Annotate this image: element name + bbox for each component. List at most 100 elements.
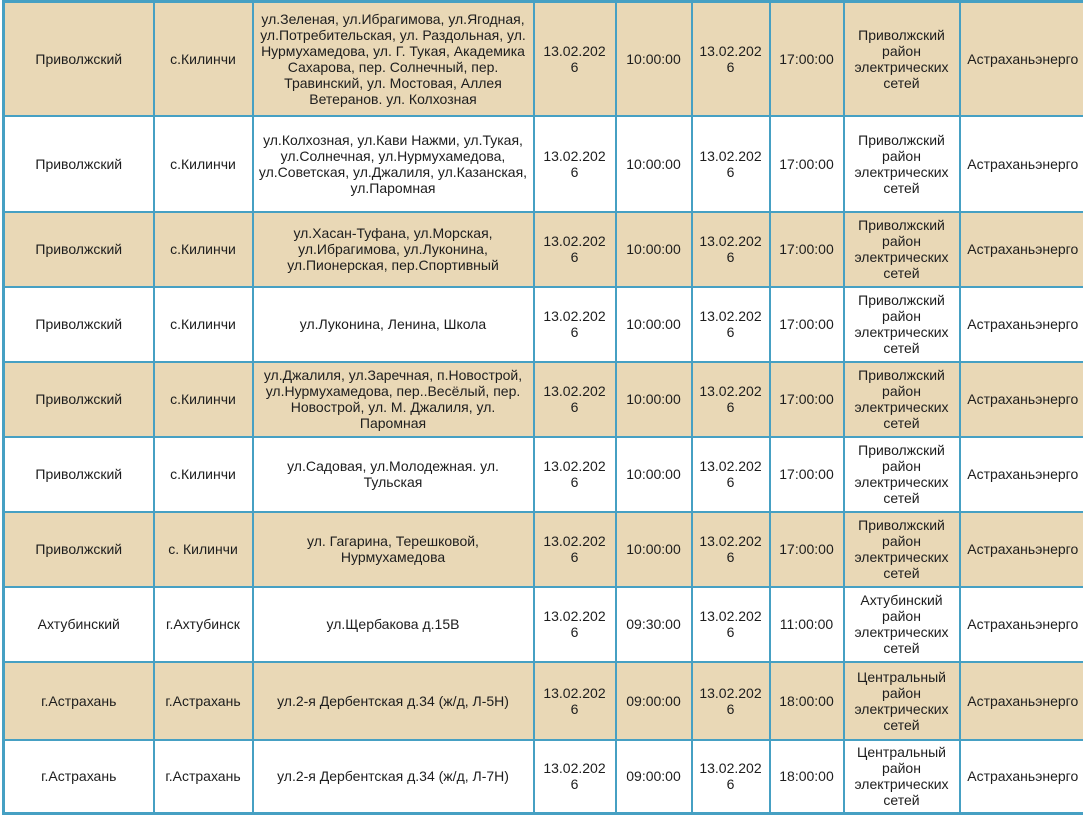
cell-district: Приволжский: [4, 116, 154, 212]
cell-start-date: 13.02.2026: [534, 587, 616, 662]
cell-company: Астраханьэнерго: [960, 512, 1083, 587]
cell-network-area: Приволжский район электрических сетей: [844, 212, 960, 287]
cell-start-date: 13.02.2026: [534, 2, 616, 116]
cell-streets: ул.Щербакова д.15В: [253, 587, 534, 662]
cell-end-date: 13.02.2026: [692, 212, 770, 287]
cell-streets: ул.Зеленая, ул.Ибрагимова, ул.Ягодная, у…: [253, 2, 534, 116]
cell-district: Ахтубинский: [4, 587, 154, 662]
cell-start-date: 13.02.2026: [534, 212, 616, 287]
cell-end-date: 13.02.2026: [692, 512, 770, 587]
cell-company: Астраханьэнерго: [960, 662, 1083, 740]
cell-district: Приволжский: [4, 362, 154, 437]
cell-end-date: 13.02.2026: [692, 740, 770, 814]
cell-start-time: 09:00:00: [616, 740, 692, 814]
cell-district: Приволжский: [4, 2, 154, 116]
cell-streets: ул. Гагарина, Терешковой, Нурмухамедова: [253, 512, 534, 587]
cell-company: Астраханьэнерго: [960, 2, 1083, 116]
cell-network-area: Приволжский район электрических сетей: [844, 512, 960, 587]
cell-district: г.Астрахань: [4, 662, 154, 740]
cell-streets: ул.Луконина, Ленина, Школа: [253, 287, 534, 362]
cell-end-time: 17:00:00: [770, 437, 844, 512]
cell-end-date: 13.02.2026: [692, 116, 770, 212]
cell-start-date: 13.02.2026: [534, 437, 616, 512]
cell-streets: ул.Садовая, ул.Молодежная. ул. Тульская: [253, 437, 534, 512]
cell-end-time: 17:00:00: [770, 212, 844, 287]
cell-district: Приволжский: [4, 212, 154, 287]
cell-start-date: 13.02.2026: [534, 362, 616, 437]
cell-settlement: с.Килинчи: [154, 362, 253, 437]
cell-start-time: 09:30:00: [616, 587, 692, 662]
cell-end-date: 13.02.2026: [692, 662, 770, 740]
cell-network-area: Ахтубинский район электрических сетей: [844, 587, 960, 662]
cell-settlement: с.Килинчи: [154, 116, 253, 212]
cell-end-date: 13.02.2026: [692, 2, 770, 116]
cell-streets: ул.2-я Дербентская д.34 (ж/д, Л-5Н): [253, 662, 534, 740]
cell-end-date: 13.02.2026: [692, 587, 770, 662]
cell-company: Астраханьэнерго: [960, 287, 1083, 362]
cell-start-time: 09:00:00: [616, 662, 692, 740]
cell-settlement: с.Килинчи: [154, 437, 253, 512]
cell-network-area: Приволжский район электрических сетей: [844, 362, 960, 437]
cell-district: Приволжский: [4, 512, 154, 587]
cell-end-time: 17:00:00: [770, 2, 844, 116]
cell-settlement: г.Ахтубинск: [154, 587, 253, 662]
cell-start-time: 10:00:00: [616, 116, 692, 212]
cell-start-date: 13.02.2026: [534, 512, 616, 587]
cell-start-time: 10:00:00: [616, 512, 692, 587]
cell-district: г.Астрахань: [4, 740, 154, 814]
cell-network-area: Приволжский район электрических сетей: [844, 116, 960, 212]
cell-settlement: г.Астрахань: [154, 662, 253, 740]
cell-start-time: 10:00:00: [616, 362, 692, 437]
cell-settlement: с. Килинчи: [154, 512, 253, 587]
cell-start-time: 10:00:00: [616, 437, 692, 512]
cell-end-time: 18:00:00: [770, 662, 844, 740]
cell-company: Астраханьэнерго: [960, 587, 1083, 662]
cell-network-area: Центральный район электрических сетей: [844, 740, 960, 814]
cell-start-date: 13.02.2026: [534, 740, 616, 814]
cell-start-date: 13.02.2026: [534, 662, 616, 740]
cell-company: Астраханьэнерго: [960, 212, 1083, 287]
cell-network-area: Центральный район электрических сетей: [844, 662, 960, 740]
cell-streets: ул.2-я Дербентская д.34 (ж/д, Л-7Н): [253, 740, 534, 814]
cell-settlement: с.Килинчи: [154, 212, 253, 287]
cell-start-date: 13.02.2026: [534, 287, 616, 362]
cell-start-time: 10:00:00: [616, 212, 692, 287]
cell-streets: ул.Колхозная, ул.Кави Нажми, ул.Тукая, у…: [253, 116, 534, 212]
cell-settlement: г.Астрахань: [154, 740, 253, 814]
cell-start-time: 10:00:00: [616, 2, 692, 116]
cell-end-date: 13.02.2026: [692, 437, 770, 512]
cell-streets: ул.Хасан-Туфана, ул.Морская, ул.Ибрагимо…: [253, 212, 534, 287]
cell-network-area: Приволжский район электрических сетей: [844, 2, 960, 116]
cell-end-time: 17:00:00: [770, 512, 844, 587]
cell-network-area: Приволжский район электрических сетей: [844, 437, 960, 512]
cell-settlement: с.Килинчи: [154, 2, 253, 116]
cell-end-time: 18:00:00: [770, 740, 844, 814]
cell-end-time: 11:00:00: [770, 587, 844, 662]
cell-district: Приволжский: [4, 287, 154, 362]
cell-company: Астраханьэнерго: [960, 740, 1083, 814]
cell-district: Приволжский: [4, 437, 154, 512]
cell-company: Астраханьэнерго: [960, 116, 1083, 212]
cell-end-time: 17:00:00: [770, 287, 844, 362]
cell-end-time: 17:00:00: [770, 116, 844, 212]
cell-start-time: 10:00:00: [616, 287, 692, 362]
cell-settlement: с.Килинчи: [154, 287, 253, 362]
cell-company: Астраханьэнерго: [960, 362, 1083, 437]
cell-company: Астраханьэнерго: [960, 437, 1083, 512]
cell-end-date: 13.02.2026: [692, 287, 770, 362]
cell-end-date: 13.02.2026: [692, 362, 770, 437]
cell-network-area: Приволжский район электрических сетей: [844, 287, 960, 362]
cell-end-time: 17:00:00: [770, 362, 844, 437]
